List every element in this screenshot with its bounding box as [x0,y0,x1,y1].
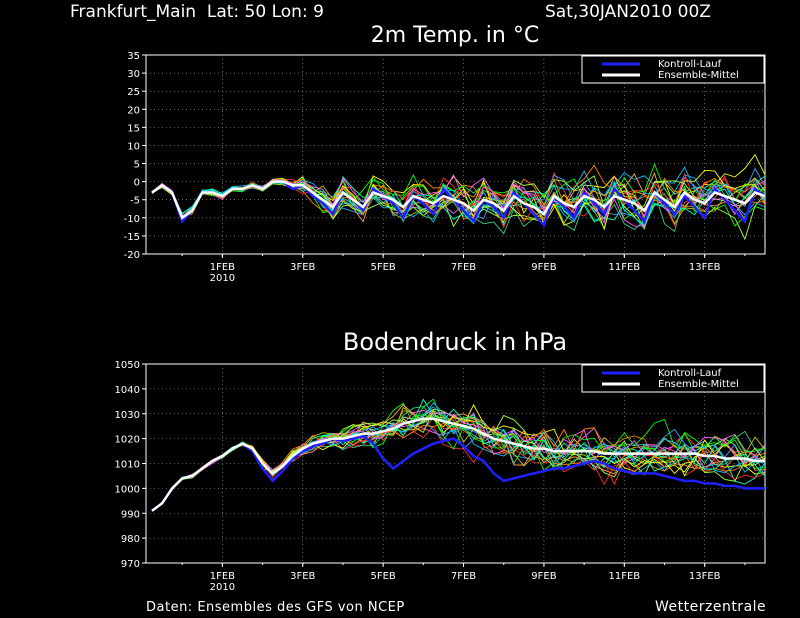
y-tick-label: 1030 [115,410,140,421]
legend-box [581,55,765,84]
y-tick-label: 1040 [115,385,140,396]
chart-title: 2m Temp. in °C [371,23,539,48]
chart-panel-2: Bodendruck in hPa 970 980 990 1000 1010 1020 10… [115,328,766,593]
y-tick-label: 35 [127,51,140,62]
x-tick-label: 11FEB [608,262,640,273]
header-run: Sat,30JAN2010 00Z [545,2,711,22]
x-tick-label: 7FEB [451,262,476,273]
legend-box [581,364,765,393]
y-tick-label: -5 [130,196,140,207]
x-tick-sublabel: 2010 [210,582,235,593]
y-tick-label: 30 [127,69,140,80]
x-tick-label: 1FEB [210,262,235,273]
y-tick-label: 15 [127,123,140,134]
header-location: Frankfurt_Main Lat: 50 Lon: 9 [70,2,324,22]
y-tick-label: 10 [127,141,140,152]
legend-label-control: Kontroll-Lauf [658,59,722,70]
series-group [151,153,765,241]
legend-label-mean: Ensemble-Mittel [658,70,739,81]
footer-brand: Wetterzentrale [655,599,767,615]
x-tick-label: 7FEB [451,571,476,582]
x-tick-sublabel: 2010 [210,273,235,284]
y-tick-label: 980 [121,534,140,545]
y-tick-label: 990 [121,509,140,520]
plot-frame [145,54,766,255]
control-run-line [151,434,765,512]
x-tick-label: 1FEB [210,571,235,582]
y-tick-label: -10 [124,214,140,225]
y-tick-label: 0 [134,178,140,189]
x-tick-label: 3FEB [290,571,315,582]
x-tick-label: 9FEB [531,571,556,582]
x-tick-label: 11FEB [608,571,640,582]
y-tick-label: 5 [134,160,140,171]
legend-label-mean: Ensemble-Mittel [658,379,739,390]
y-tick-label: 970 [121,559,140,570]
x-tick-label: 5FEB [371,262,396,273]
x-tick-label: 5FEB [371,571,396,582]
y-tick-label: 1000 [115,484,140,495]
y-tick-label: -15 [124,232,140,243]
y-tick-label: -20 [124,250,140,261]
x-tick-label: 13FEB [689,262,721,273]
y-tick-label: 20 [127,105,140,116]
y-tick-label: 1010 [115,460,140,471]
x-tick-label: 9FEB [531,262,556,273]
y-tick-label: 1050 [115,360,140,371]
ensemble-mean-line [151,180,765,220]
x-tick-label: 13FEB [689,571,721,582]
series-group [151,398,765,512]
y-tick-label: 1020 [115,435,140,446]
ensemble-member-line [151,415,765,511]
chart-title: Bodendruck in hPa [343,328,567,356]
footer-source: Daten: Ensembles des GFS von NCEP [146,600,405,615]
y-tick-label: 25 [127,87,140,98]
ensemble-mean-line [151,417,765,512]
chart-panel-1: 2m Temp. in °C -20 -15 -10 -5 0 5 10 15 20 25 30 35 1… [124,23,766,284]
legend-label-control: Kontroll-Lauf [658,368,722,379]
x-tick-label: 3FEB [290,262,315,273]
